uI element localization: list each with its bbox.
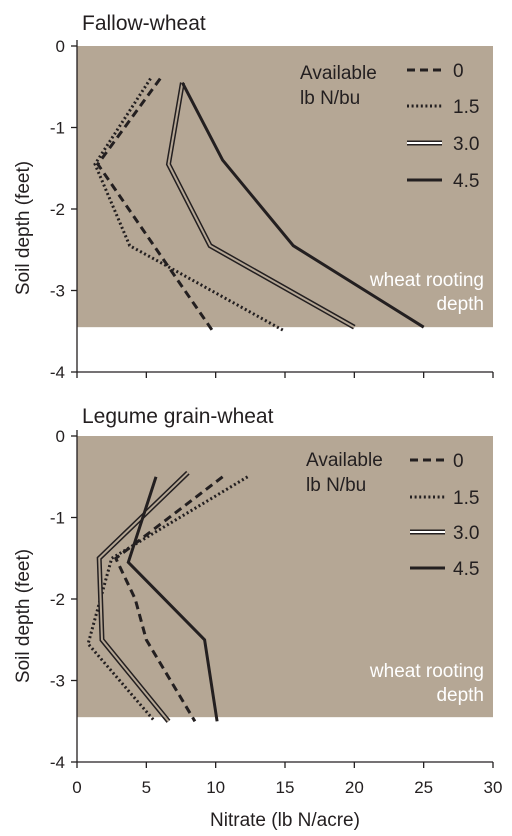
panel-1-y-tick-label: -4 xyxy=(50,363,65,382)
panel-1-title: Fallow-wheat xyxy=(82,12,206,35)
panel-2-legend-title: Available xyxy=(306,450,383,471)
panel-2-series-0-line xyxy=(113,475,224,723)
panel-2-x-tick-label: 5 xyxy=(142,778,151,797)
panel-2-legend-subtitle: lb N/bu xyxy=(306,475,366,496)
panel-2-rooting-zone xyxy=(77,436,493,718)
panel-2-x-tick-label: 25 xyxy=(414,778,433,797)
panel-2-y-tick-label: -2 xyxy=(50,590,65,609)
panel-2-x-tick-label: 15 xyxy=(276,778,295,797)
panel-2-rooting-label-2: depth xyxy=(436,685,484,706)
panel-1-legend-label-3-0: 3.0 xyxy=(453,134,479,155)
panel-2-legend-label-1-5: 1.5 xyxy=(453,488,479,509)
panel-2-x-axis-title: Nitrate (lb N/acre) xyxy=(210,810,360,831)
panel-1-y-tick-label: -3 xyxy=(50,282,65,301)
panel-1-rooting-label-2: depth xyxy=(436,294,484,315)
panel-2-x-tick-label: 0 xyxy=(72,778,81,797)
panel-2-x-tick-label: 20 xyxy=(345,778,364,797)
panel-1-y-tick-label: 0 xyxy=(56,37,65,56)
panel-2-legend-label-3-0: 3.0 xyxy=(453,523,479,544)
panel-2: 0 -1 -2 -3 -4 0 5 10 15 20 25 30 Legume grain-wheat S… xyxy=(13,405,502,831)
panel-2-legend-label-4-5: 4.5 xyxy=(453,559,479,580)
panel-2-title: Legume grain-wheat xyxy=(82,405,274,428)
panel-2-y-tick-label: -4 xyxy=(50,753,65,772)
panel-1-series-0-line xyxy=(95,77,215,333)
panel-1-y-tick-label: -1 xyxy=(50,119,65,138)
panel-1-rooting-zone xyxy=(77,46,493,328)
panel-1-y-axis-title: Soil depth (feet) xyxy=(13,161,34,295)
panel-2-y-tick-label: -1 xyxy=(50,509,65,528)
panel-2-y-axis-title: Soil depth (feet) xyxy=(13,549,34,683)
panel-1-legend-title: Available xyxy=(300,63,377,84)
panel-2-rooting-label: wheat rooting xyxy=(369,661,484,682)
panel-1-legend-label-4-5: 4.5 xyxy=(453,171,479,192)
panel-1-y-tick-label: -2 xyxy=(50,200,65,219)
panel-1: 0 -1 -2 -3 -4 Fallow-wheat Soil depth (feet) Av… xyxy=(13,12,494,382)
panel-2-y-tick-label: -3 xyxy=(50,672,65,691)
panel-1-legend-subtitle: lb N/bu xyxy=(300,88,360,109)
panel-1-series-1-5-line xyxy=(93,77,286,333)
panel-1-legend-label-0: 0 xyxy=(453,61,464,82)
panel-1-series-3-0-line-inner xyxy=(167,82,355,329)
panel-1-series-4-5-line xyxy=(181,82,425,329)
panel-2-legend-label-0: 0 xyxy=(453,451,464,472)
panel-1-legend-label-1-5: 1.5 xyxy=(453,97,479,118)
panel-2-x-tick-label: 30 xyxy=(484,778,503,797)
panel-2-series-4-5-line xyxy=(126,476,219,722)
panel-2-y-tick-label: 0 xyxy=(56,427,65,446)
panel-1-rooting-label: wheat rooting xyxy=(369,270,484,291)
panel-2-x-tick-label: 10 xyxy=(206,778,225,797)
